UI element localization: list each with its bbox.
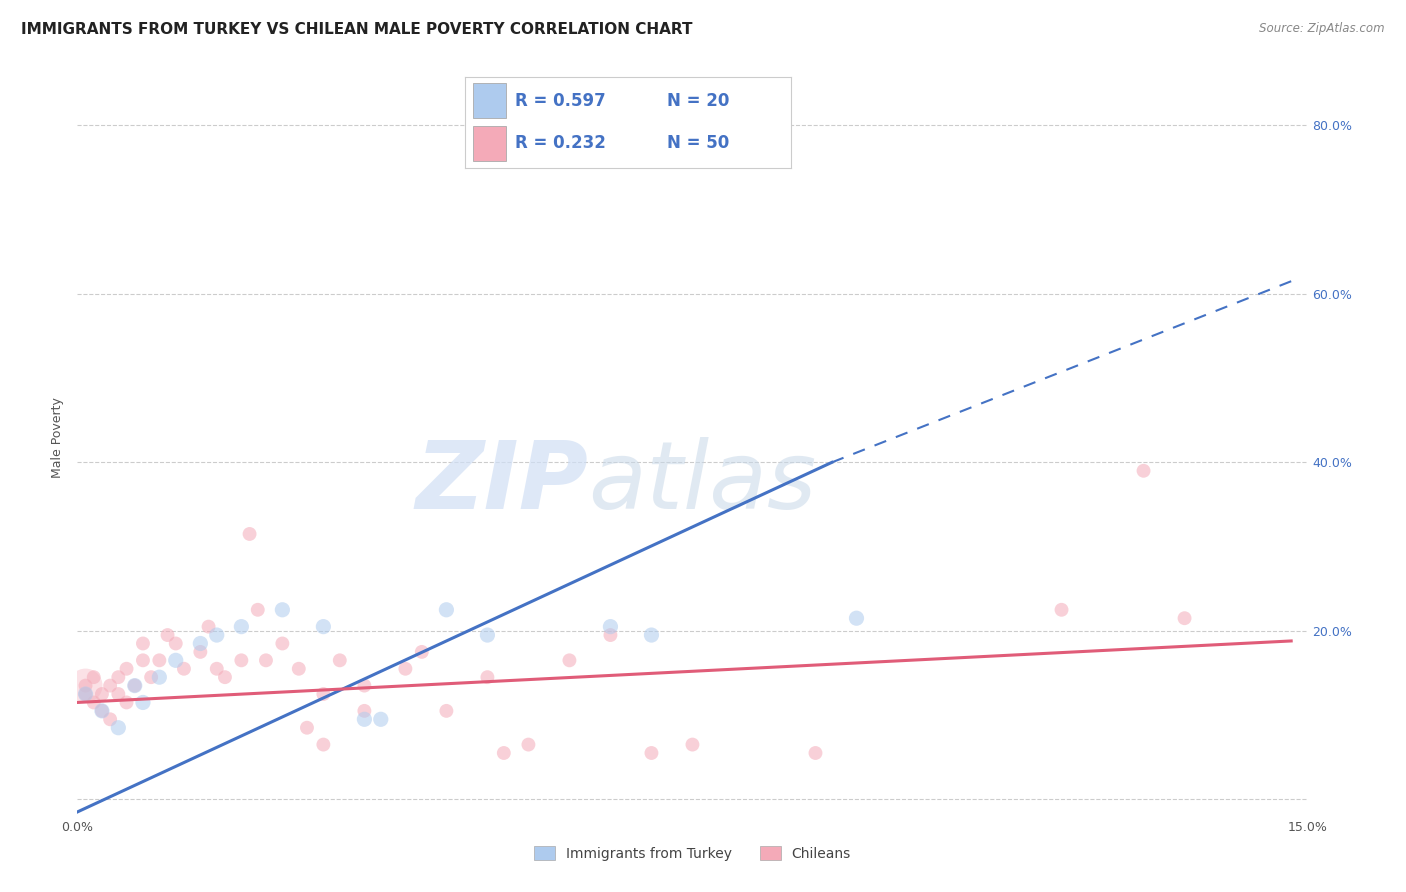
Point <box>188 636 212 650</box>
Point <box>411 645 433 659</box>
Point <box>246 603 269 617</box>
Point <box>558 653 581 667</box>
Point <box>231 619 253 633</box>
Point <box>132 696 155 710</box>
Point <box>1132 464 1154 478</box>
Point <box>295 721 318 735</box>
Point <box>436 704 458 718</box>
Point <box>370 712 392 726</box>
Point <box>132 653 155 667</box>
Point <box>1174 611 1197 625</box>
Point <box>239 527 262 541</box>
Text: IMMIGRANTS FROM TURKEY VS CHILEAN MALE POVERTY CORRELATION CHART: IMMIGRANTS FROM TURKEY VS CHILEAN MALE P… <box>21 22 693 37</box>
Point <box>90 687 114 701</box>
Y-axis label: Male Poverty: Male Poverty <box>51 397 65 477</box>
Point <box>107 721 129 735</box>
Point <box>329 653 352 667</box>
Point <box>353 679 375 693</box>
Point <box>156 628 179 642</box>
Point <box>165 653 187 667</box>
Point <box>214 670 236 684</box>
Point <box>845 611 868 625</box>
Point <box>124 679 146 693</box>
Point <box>288 662 311 676</box>
Point <box>115 696 138 710</box>
Point <box>640 628 662 642</box>
Point <box>640 746 662 760</box>
Point <box>98 712 121 726</box>
Legend: Immigrants from Turkey, Chileans: Immigrants from Turkey, Chileans <box>529 840 856 866</box>
Point <box>682 738 704 752</box>
Point <box>231 653 253 667</box>
Point <box>148 670 170 684</box>
Point <box>141 670 163 684</box>
Point <box>599 619 621 633</box>
Point <box>90 704 114 718</box>
Point <box>517 738 540 752</box>
Point <box>599 628 621 642</box>
Text: Source: ZipAtlas.com: Source: ZipAtlas.com <box>1260 22 1385 36</box>
Point <box>492 746 515 760</box>
Point <box>205 662 228 676</box>
Point <box>477 670 499 684</box>
Text: atlas: atlas <box>588 437 815 528</box>
Point <box>90 704 114 718</box>
Point <box>312 738 335 752</box>
Point <box>165 636 187 650</box>
Point <box>312 619 335 633</box>
Point <box>107 687 129 701</box>
Point <box>75 679 97 693</box>
Text: ZIP: ZIP <box>415 436 588 529</box>
Point <box>75 687 97 701</box>
Point <box>477 628 499 642</box>
Point <box>804 746 827 760</box>
Point <box>353 712 375 726</box>
Point <box>353 704 375 718</box>
Point <box>75 687 97 701</box>
Point <box>98 679 121 693</box>
Point <box>173 662 195 676</box>
Point <box>205 628 228 642</box>
Point <box>188 645 212 659</box>
Point <box>132 636 155 650</box>
Point <box>436 603 458 617</box>
Point <box>83 670 105 684</box>
Point <box>271 636 294 650</box>
Point <box>197 619 219 633</box>
Point <box>763 119 786 133</box>
Point <box>312 687 335 701</box>
Point <box>107 670 129 684</box>
Point <box>124 679 146 693</box>
Point <box>271 603 294 617</box>
Point <box>148 653 170 667</box>
Point <box>83 696 105 710</box>
Point <box>1050 603 1073 617</box>
Point <box>394 662 416 676</box>
Point <box>75 679 97 693</box>
Point <box>115 662 138 676</box>
Point <box>254 653 277 667</box>
